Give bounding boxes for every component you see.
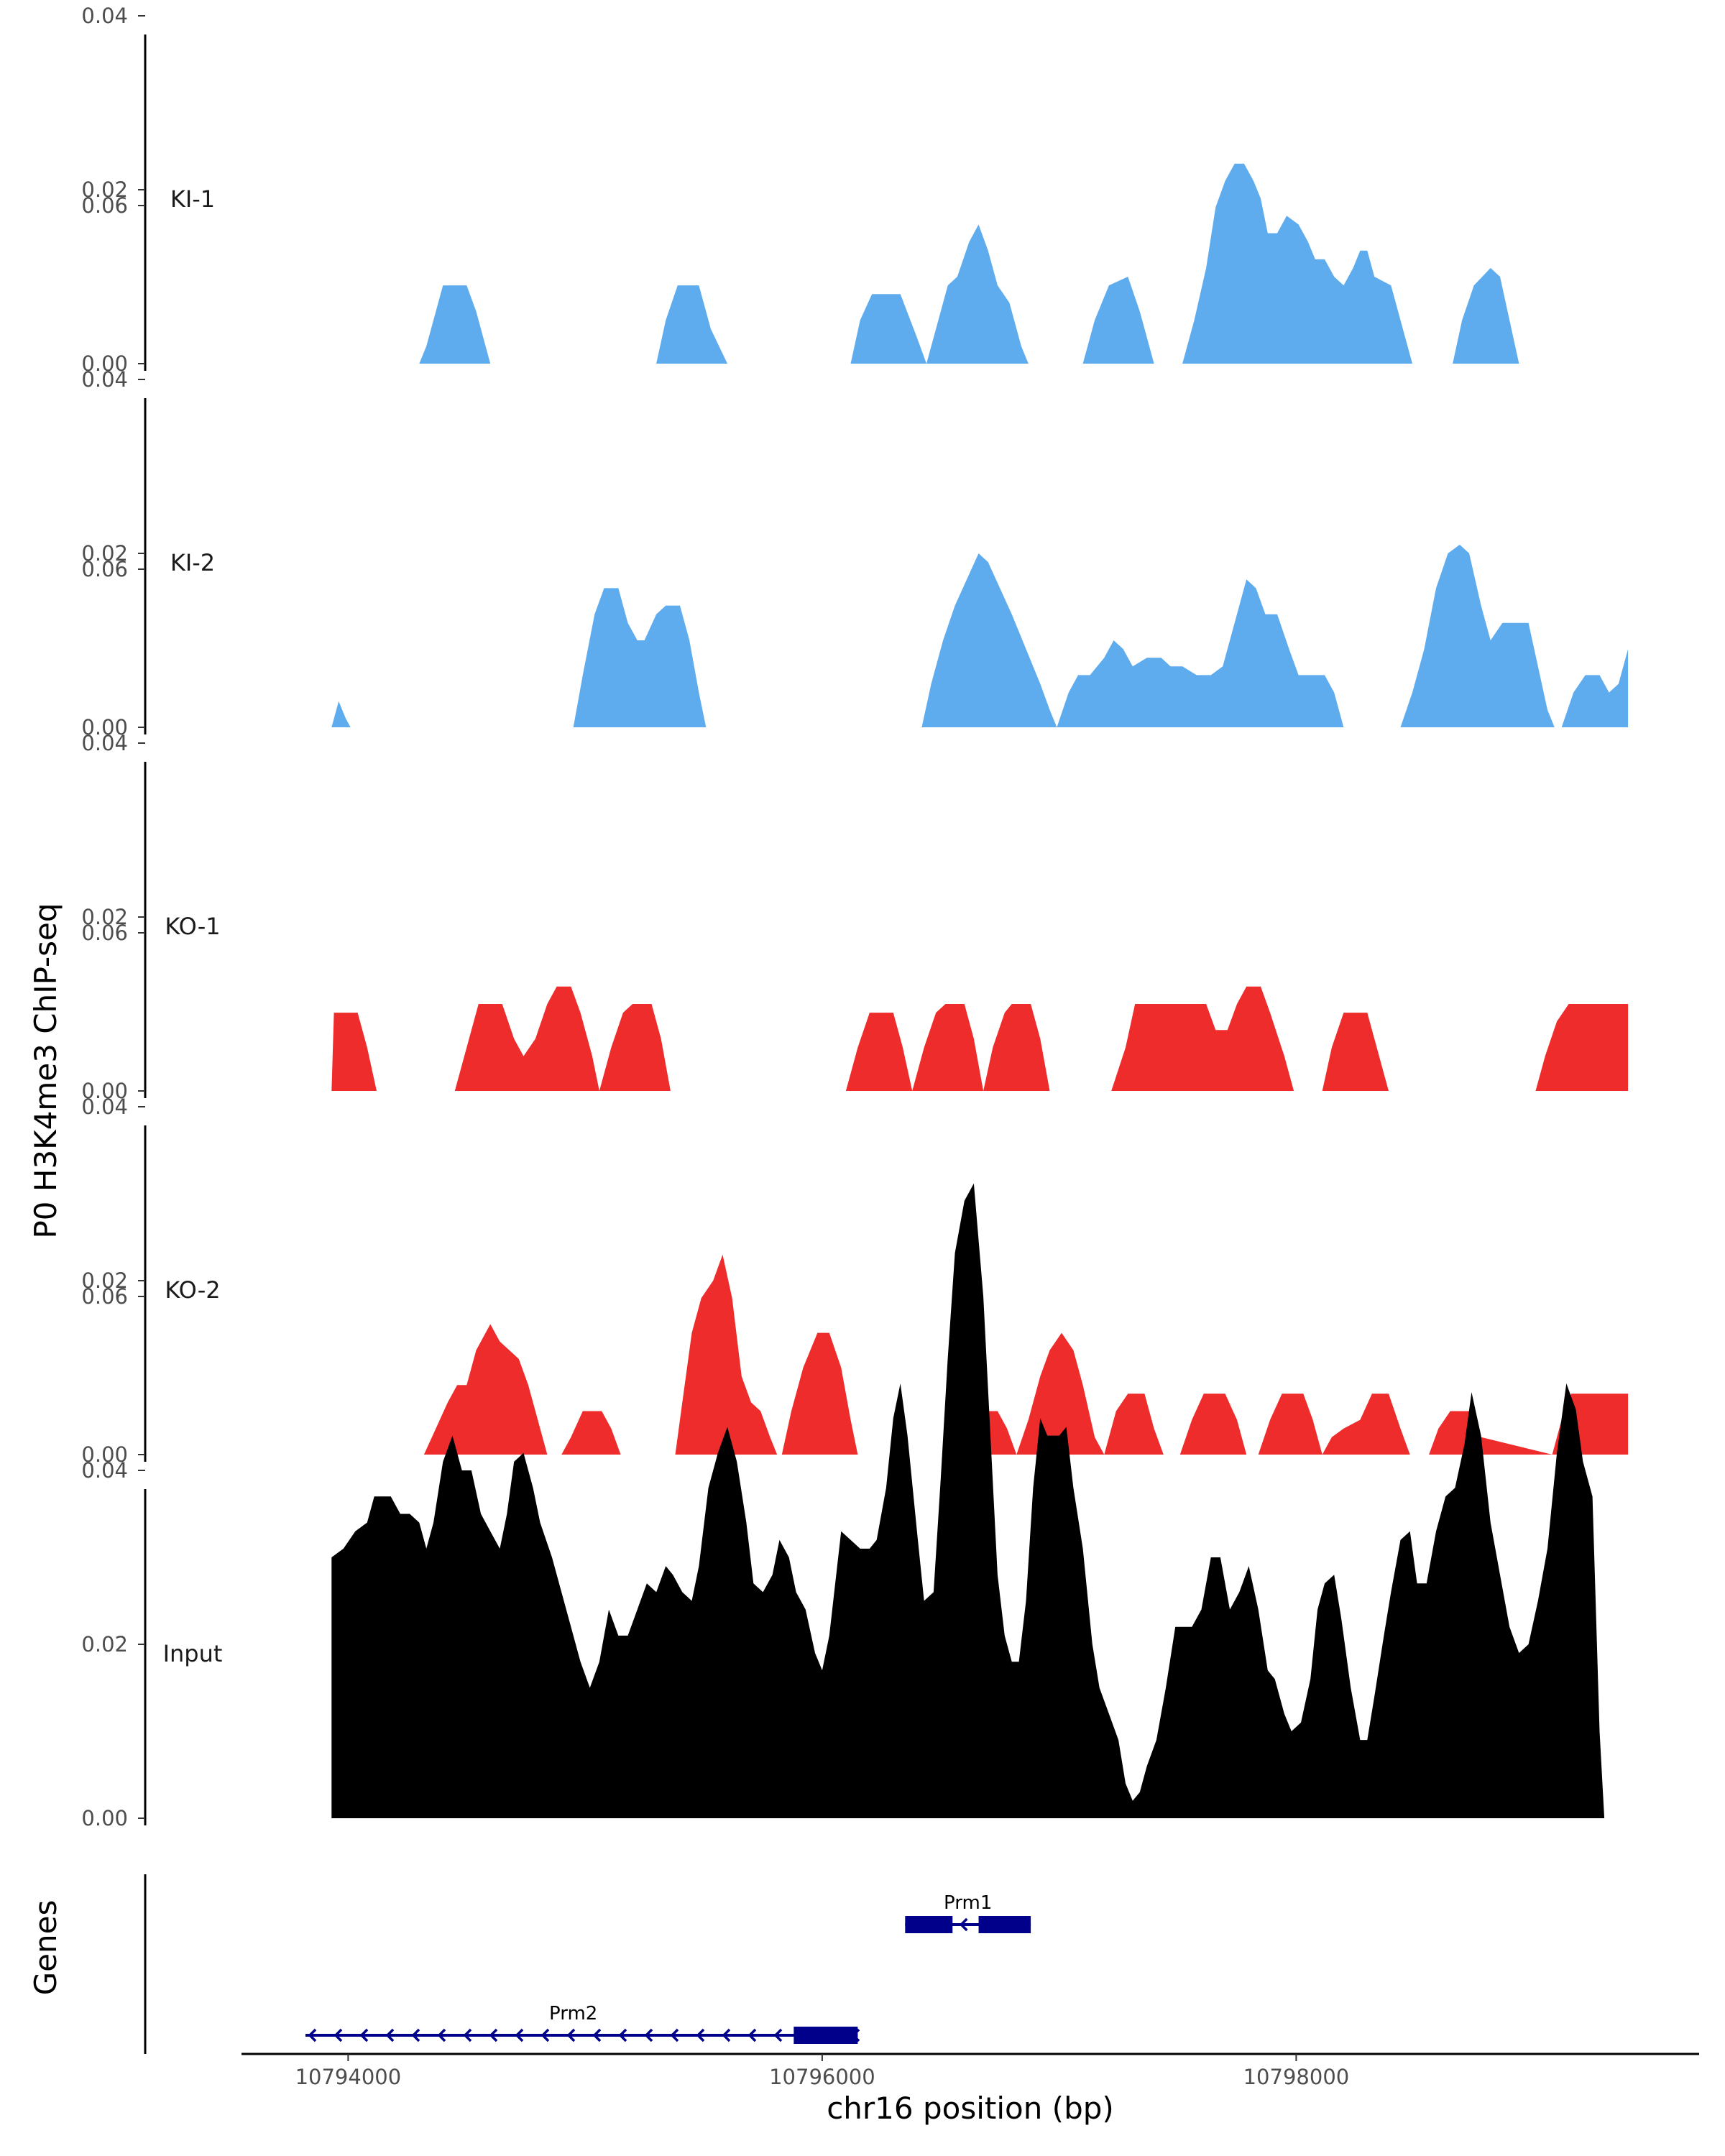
y-tick-label: 0.04	[81, 1458, 128, 1483]
signal-area-input	[331, 1183, 1605, 1818]
strand-arrow-icon	[515, 2028, 524, 2042]
signal-area-ki-2	[331, 544, 1629, 727]
track-label: KO-1	[165, 913, 220, 940]
y-tick-label: 0.00	[81, 1079, 128, 1103]
track-ko-1: 0.00 0.02 0.04 0.06 KO-1	[81, 557, 1629, 1103]
y-tick-label: 0.00	[81, 351, 128, 376]
strand-arrow-icon	[670, 2028, 679, 2042]
gene-exon	[905, 1916, 953, 1933]
y-tick-label: 0.00	[81, 1442, 128, 1467]
y-tick-label: 0.06	[81, 1284, 128, 1309]
tracks-layer: 0.00 0.02 0.04 0.06 KI-1 0.00 0.02 0.04 0.06 KI-2…	[81, 4, 1629, 1830]
y-tick-label: 0.06	[81, 921, 128, 945]
strand-arrow-icon	[489, 2028, 498, 2042]
y-tick-label: 0.04	[81, 4, 128, 28]
y-tick-label: 0.02	[81, 1268, 128, 1293]
y-tick-label: 0.02	[81, 1632, 128, 1657]
x-tick-label: 10794000	[295, 2065, 402, 2089]
strand-arrow-icon	[437, 2028, 446, 2042]
strand-arrow-icon	[748, 2028, 757, 2042]
y-tick-label: 0.06	[81, 193, 128, 218]
y-tick-label: 0.00	[81, 715, 128, 740]
gene-exon	[794, 2027, 858, 2044]
strand-arrow-icon	[463, 2028, 472, 2042]
gene-exon	[978, 1916, 1031, 1933]
strand-arrow-icon	[566, 2028, 576, 2042]
y-axis-title: P0 H3K4me3 ChIP-seq	[28, 903, 63, 1238]
genes-layer: 10794000 10796000 10798000 Prm1 Prm2	[144, 1874, 1699, 2089]
y-tick-label: 0.04	[81, 367, 128, 392]
strand-arrow-icon	[592, 2028, 602, 2042]
strand-arrow-icon	[334, 2028, 343, 2042]
y-tick-label: 0.04	[81, 1095, 128, 1119]
track-label: Input	[163, 1640, 223, 1667]
signal-area-ko-2	[423, 1254, 1629, 1455]
strand-arrow-icon	[696, 2028, 705, 2042]
strand-arrow-icon	[359, 2028, 369, 2042]
track-ko-2: 0.00 0.02 0.04 0.06 KO-2	[81, 921, 1629, 1467]
track-label: KO-2	[165, 1276, 220, 1304]
y-tick-label: 0.02	[81, 178, 128, 202]
strand-arrow-icon	[385, 2028, 395, 2042]
strand-arrow-icon	[411, 2028, 420, 2042]
signal-area-ko-1	[331, 986, 1629, 1091]
y-tick-label: 0.00	[81, 1806, 128, 1830]
track-label: KI-1	[170, 185, 215, 213]
strand-arrow-icon	[308, 2028, 317, 2042]
strand-arrow-icon	[540, 2028, 550, 2042]
signal-area-ki-1	[419, 163, 1519, 364]
gene-prm2: Prm2	[305, 2003, 860, 2044]
strand-arrow-icon	[644, 2028, 653, 2042]
strand-arrow-icon	[618, 2028, 627, 2042]
track-ki-2: 0.00 0.02 0.04 0.06 KI-2	[81, 193, 1629, 740]
y-tick-label: 0.06	[81, 557, 128, 581]
gene-prm1: Prm1	[905, 1892, 1031, 1933]
strand-arrow-icon	[773, 2028, 783, 2042]
y-tick-label: 0.02	[81, 905, 128, 929]
track-input: 0.00 0.02 0.04 0.06 Input	[81, 1183, 1605, 1830]
y-tick-label: 0.04	[81, 731, 128, 755]
x-tick-label: 10798000	[1243, 2065, 1350, 2089]
x-axis-title: chr16 position (bp)	[827, 2091, 1114, 2126]
genes-axis-title: Genes	[28, 1900, 63, 1996]
track-label: KI-2	[170, 549, 215, 576]
strand-arrow-icon	[959, 1917, 968, 1932]
y-tick-label: 0.02	[81, 541, 128, 566]
gene-label: Prm1	[944, 1892, 992, 1914]
gene-label: Prm2	[549, 2003, 597, 2024]
strand-arrow-icon	[722, 2028, 731, 2042]
x-tick-label: 10796000	[769, 2065, 875, 2089]
track-ki-1: 0.00 0.02 0.04 0.06 KI-1	[81, 4, 1519, 376]
